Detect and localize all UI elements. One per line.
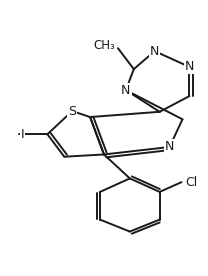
Text: CH₃: CH₃	[93, 39, 115, 52]
Text: Cl: Cl	[185, 176, 198, 189]
Text: S: S	[68, 105, 76, 118]
Text: I: I	[21, 128, 24, 141]
Text: N: N	[165, 140, 174, 153]
Text: N: N	[121, 84, 131, 97]
Text: N: N	[150, 45, 159, 58]
Text: N: N	[185, 60, 194, 73]
